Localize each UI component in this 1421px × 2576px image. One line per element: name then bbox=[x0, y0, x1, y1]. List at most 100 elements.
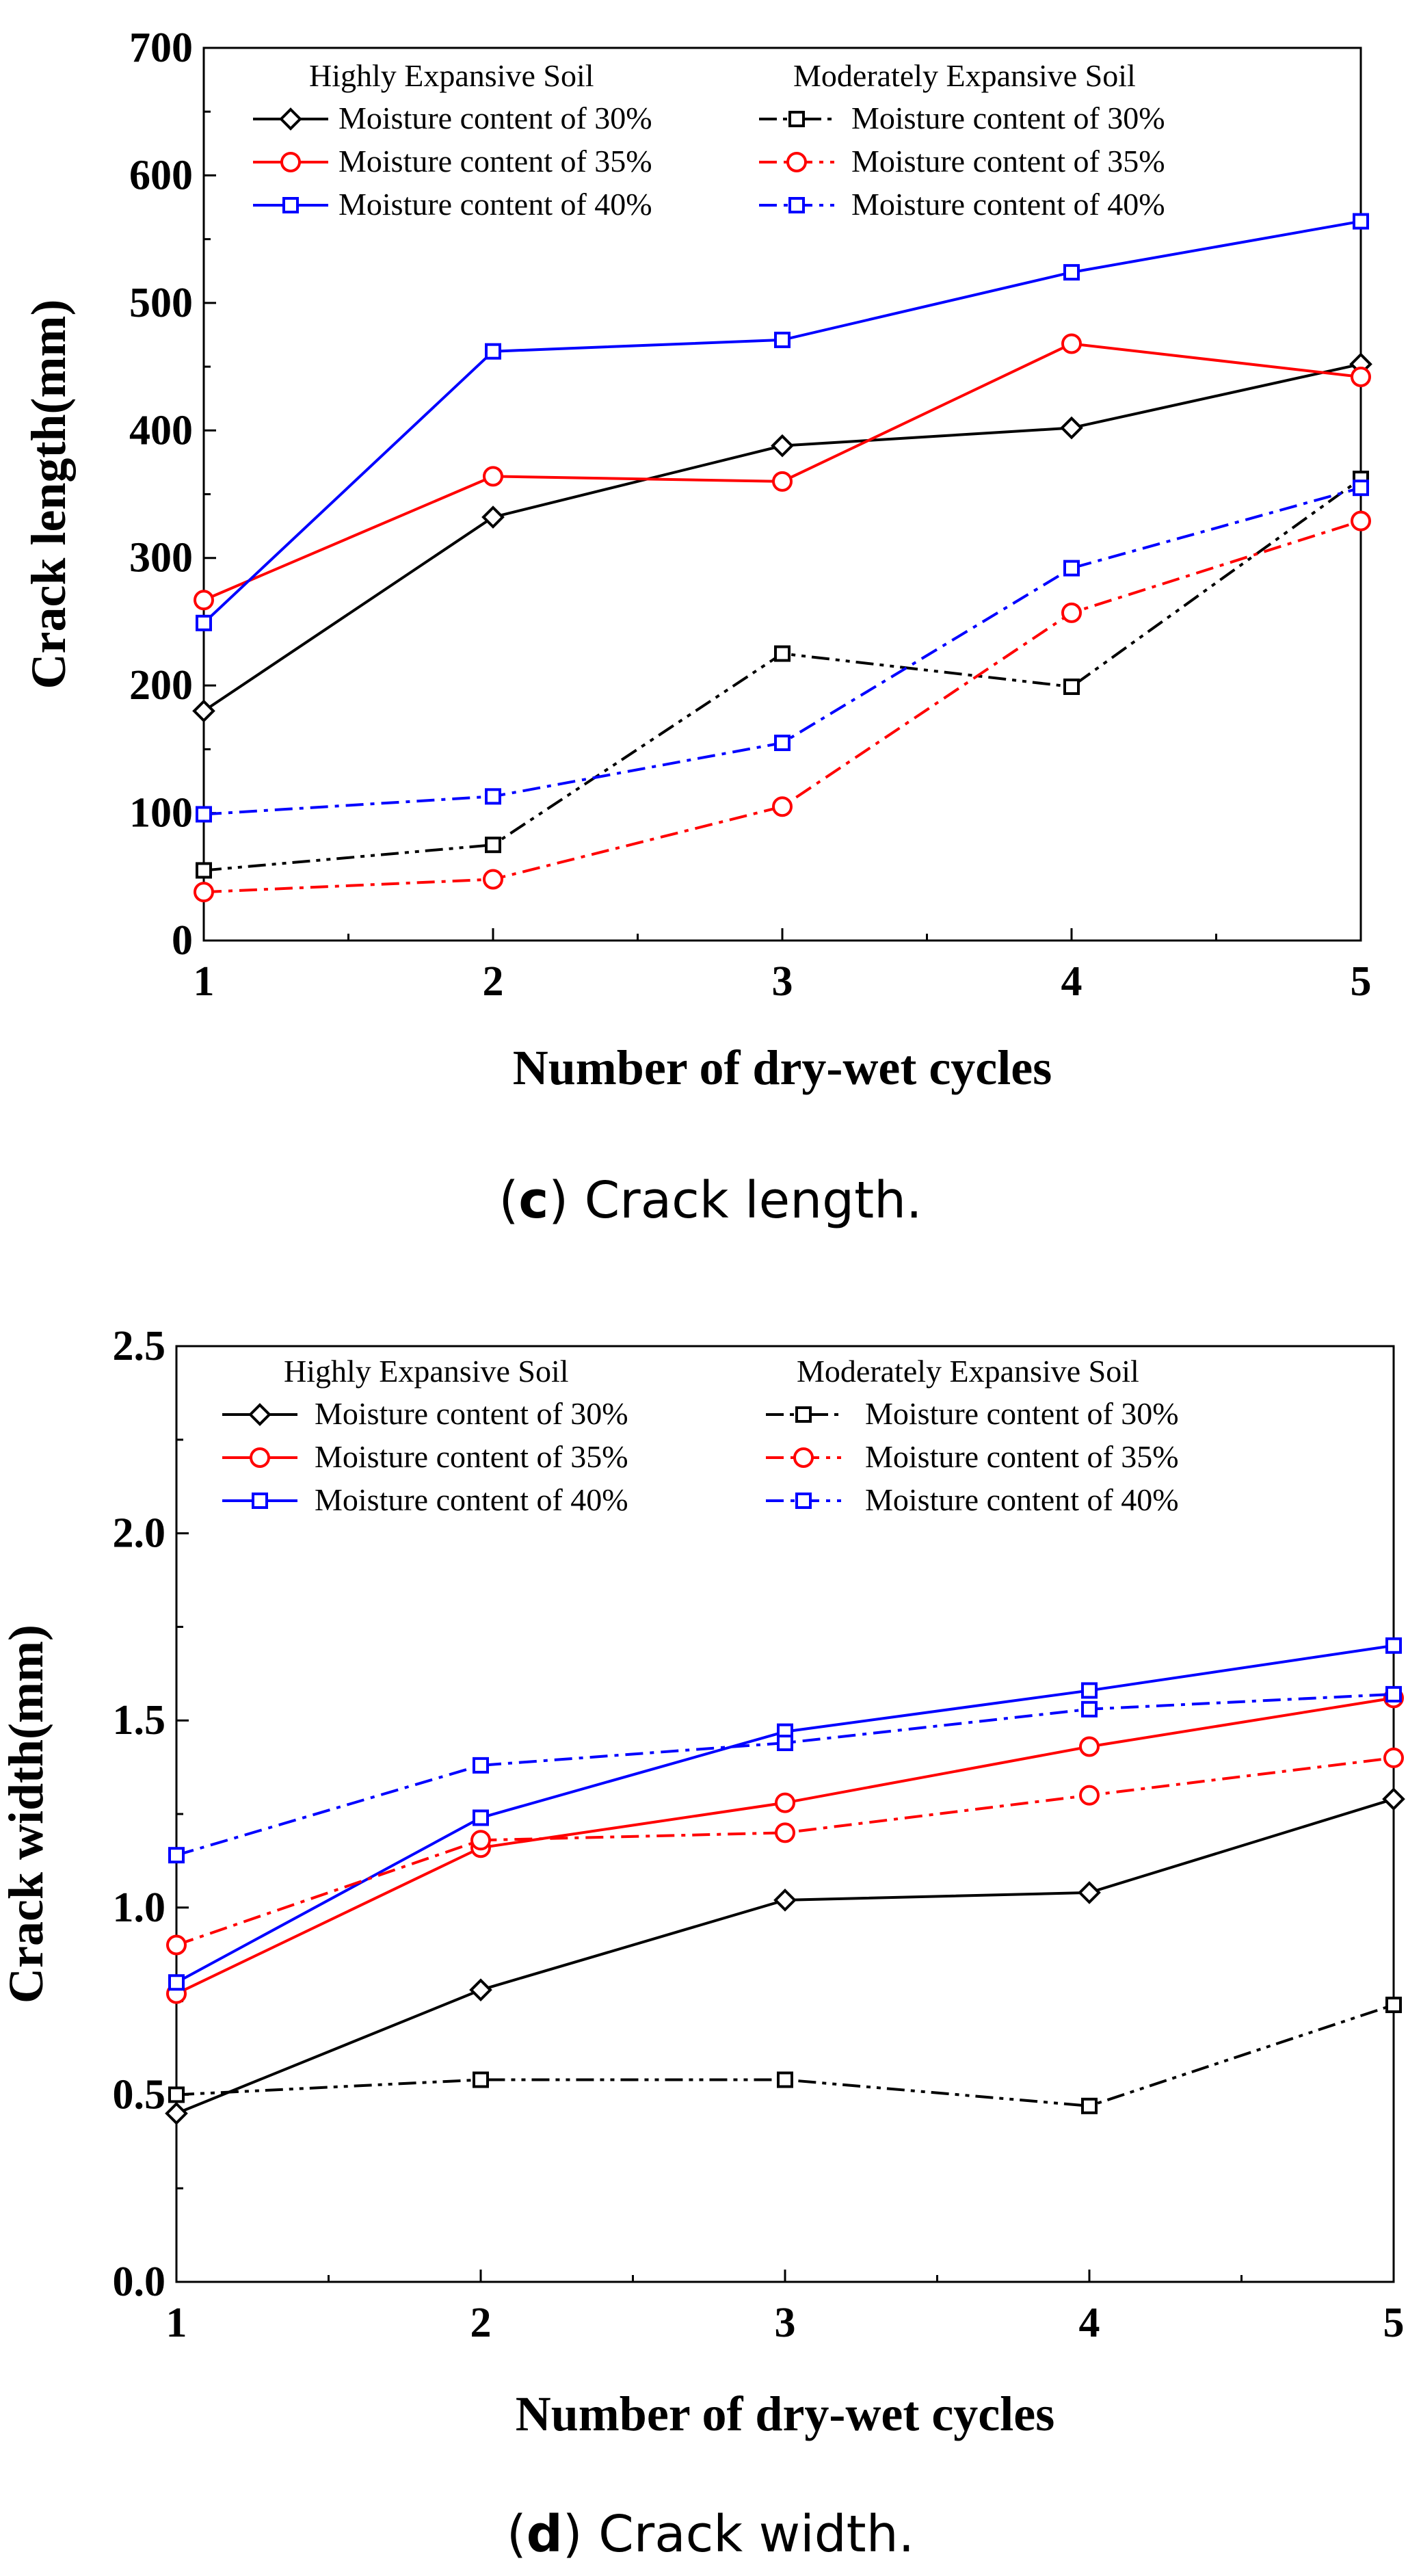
y-axis-title: Crack width(mm) bbox=[0, 1625, 53, 2003]
data-point bbox=[772, 796, 793, 817]
chart-panel-c: 0 100 200 300 400 500 600 700 1 2 3 4 5 Crack length(… bbox=[21, 25, 1372, 1230]
legend-marker bbox=[788, 197, 805, 213]
data-point bbox=[473, 1809, 489, 1826]
data-point bbox=[772, 471, 793, 492]
data-point bbox=[1353, 213, 1369, 230]
legend-marker bbox=[788, 111, 805, 127]
data-point bbox=[777, 1735, 793, 1752]
series-highly-30 bbox=[192, 352, 1372, 723]
caption-paren-open: ( bbox=[507, 2505, 527, 2564]
x-axis-title: Number of dry-wet cycles bbox=[516, 2387, 1054, 2441]
series-line bbox=[176, 1644, 1394, 1984]
series-line bbox=[176, 2003, 1394, 2107]
data-point bbox=[469, 1978, 492, 2002]
caption-paren-open: ( bbox=[499, 1171, 518, 1230]
data-point bbox=[168, 1974, 185, 1991]
legend-marker bbox=[250, 1447, 270, 1468]
data-point bbox=[1081, 2097, 1098, 2114]
y-tick-label: 600 bbox=[129, 152, 193, 198]
legend-label: Moisture content of 30% bbox=[851, 101, 1165, 135]
legend-entry: Moisture content of 30% bbox=[766, 1396, 1179, 1431]
series-line bbox=[176, 1756, 1394, 1947]
data-point bbox=[1063, 679, 1080, 696]
data-point bbox=[1081, 1700, 1098, 1718]
data-point bbox=[485, 837, 501, 854]
data-point bbox=[485, 788, 501, 805]
x-tick-label: 5 bbox=[1383, 2300, 1405, 2346]
legend-label: Moisture content of 30% bbox=[338, 101, 652, 135]
data-point bbox=[1063, 560, 1080, 577]
data-point bbox=[1061, 602, 1082, 623]
legend-group-highly: Highly Expansive Soil bbox=[284, 1354, 569, 1389]
legend-entry: Moisture content of 40% bbox=[759, 187, 1165, 222]
legend-label: Moisture content of 35% bbox=[865, 1439, 1179, 1474]
y-tick-label: 2.0 bbox=[113, 1510, 166, 1557]
legend-marker bbox=[280, 152, 301, 172]
legend-label: Moisture content of 40% bbox=[851, 187, 1165, 222]
y-tick-label: 700 bbox=[129, 25, 193, 71]
x-tick-label: 1 bbox=[194, 958, 215, 1005]
y-tick-label: 200 bbox=[129, 662, 193, 709]
data-point bbox=[773, 1889, 797, 1912]
data-point bbox=[473, 1757, 489, 1774]
y-tick-label: 1.5 bbox=[113, 1697, 166, 1744]
series-highly-40 bbox=[196, 213, 1369, 631]
data-point bbox=[473, 2071, 489, 2088]
caption-paren-close: ) bbox=[563, 2505, 598, 2564]
legend-marker bbox=[793, 1447, 814, 1468]
legend-label: Moisture content of 35% bbox=[338, 144, 652, 179]
y-axis-title: Crack length(mm) bbox=[21, 300, 76, 689]
data-point bbox=[1385, 1685, 1402, 1703]
data-point bbox=[483, 466, 503, 487]
legend-entry: Moisture content of 35% bbox=[222, 1439, 628, 1474]
data-point bbox=[1061, 333, 1082, 354]
data-point bbox=[1079, 1736, 1100, 1757]
x-tick-label: 2 bbox=[483, 958, 504, 1005]
series-moderately-35 bbox=[194, 510, 1371, 903]
figure-caption: (d) Crack width. bbox=[507, 2505, 914, 2564]
series-highly-30 bbox=[165, 1787, 1405, 2125]
legend-marker bbox=[279, 107, 302, 131]
data-point bbox=[470, 1830, 491, 1851]
data-point bbox=[777, 2071, 793, 2088]
chart-panel-d: 0.0 0.5 1.0 1.5 2.0 2.5 1 2 3 4 5 Crack width(mm) Nu… bbox=[0, 1323, 1405, 2564]
x-axis-title: Number of dry-wet cycles bbox=[513, 1040, 1052, 1095]
data-point bbox=[1353, 479, 1369, 497]
data-point bbox=[192, 699, 215, 723]
data-point bbox=[1081, 1682, 1098, 1699]
series-moderately-35 bbox=[166, 1747, 1404, 1956]
legend-marker bbox=[786, 152, 807, 172]
series-moderately-40 bbox=[168, 1685, 1402, 1864]
data-point bbox=[485, 343, 501, 360]
data-point bbox=[481, 505, 505, 529]
data-point bbox=[196, 862, 212, 879]
series-moderately-30 bbox=[196, 471, 1369, 879]
y-tick-label: 500 bbox=[129, 280, 193, 326]
legend-label: Moisture content of 40% bbox=[338, 187, 652, 222]
series-moderately-40 bbox=[196, 479, 1369, 823]
y-tick-label: 0 bbox=[172, 917, 193, 964]
series-line bbox=[202, 220, 1362, 625]
data-point bbox=[168, 2086, 185, 2103]
data-point bbox=[1351, 510, 1371, 531]
data-point bbox=[1351, 366, 1371, 387]
y-tick-label: 1.0 bbox=[113, 1884, 166, 1931]
legend-entry: Moisture content of 35% bbox=[759, 144, 1165, 179]
caption-text: Crack length. bbox=[585, 1171, 922, 1230]
data-point bbox=[194, 882, 214, 903]
x-tick-label: 3 bbox=[775, 2300, 796, 2346]
series-moderately-30 bbox=[168, 1997, 1402, 2114]
caption-letter: d bbox=[527, 2505, 563, 2564]
legend-marker bbox=[795, 1406, 812, 1423]
caption-letter: c bbox=[518, 1171, 548, 1230]
x-tick-label: 1 bbox=[166, 2300, 187, 2346]
x-tick-label: 4 bbox=[1079, 2300, 1100, 2346]
data-point bbox=[1063, 264, 1080, 281]
legend-marker bbox=[795, 1493, 812, 1509]
data-point bbox=[774, 331, 791, 348]
legend-label: Moisture content of 35% bbox=[315, 1439, 628, 1474]
legend-group-moderately: Moderately Expansive Soil bbox=[797, 1354, 1139, 1389]
legend-group-moderately: Moderately Expansive Soil bbox=[793, 58, 1136, 93]
x-tick-label: 3 bbox=[772, 958, 793, 1005]
